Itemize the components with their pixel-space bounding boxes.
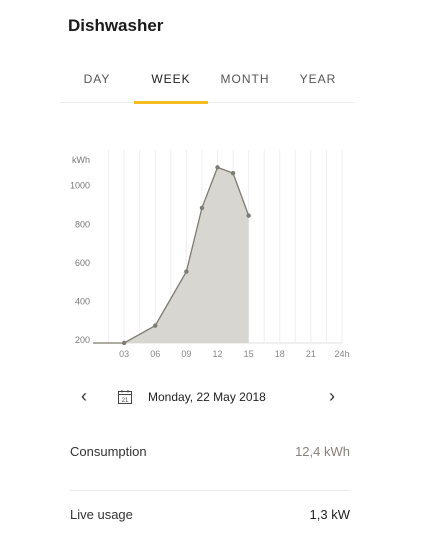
x-tick-label: 12 bbox=[212, 349, 222, 359]
period-tabs: DAY WEEK MONTH YEAR bbox=[60, 72, 355, 104]
x-tick-label: 15 bbox=[244, 349, 254, 359]
consumption-value: 12,4 kWh bbox=[295, 444, 350, 459]
x-tick-label: 18 bbox=[275, 349, 285, 359]
data-point bbox=[184, 269, 189, 274]
divider bbox=[70, 490, 350, 491]
data-point bbox=[121, 340, 127, 346]
tab-label: WEEK bbox=[151, 72, 191, 86]
page-title: Dishwasher bbox=[68, 16, 164, 35]
x-tick-label: 24h bbox=[334, 349, 349, 359]
date-label: Monday, 22 May 2018 bbox=[148, 390, 266, 404]
data-point bbox=[215, 165, 220, 170]
consumption-label: Consumption bbox=[70, 444, 147, 459]
y-tick-label: 400 bbox=[75, 297, 90, 307]
live-usage-label: Live usage bbox=[70, 507, 133, 522]
x-tick-label: 03 bbox=[119, 349, 129, 359]
y-tick-label: 1000 bbox=[70, 181, 90, 191]
tab-week[interactable]: WEEK bbox=[134, 72, 208, 104]
data-point bbox=[246, 213, 251, 218]
tab-month[interactable]: MONTH bbox=[208, 72, 282, 102]
consumption-chart: 200 400 600 800 1000 kWh 03 06 09 12 15 18 21 24h bbox=[70, 150, 350, 359]
tab-day[interactable]: DAY bbox=[60, 72, 134, 102]
tab-label: DAY bbox=[83, 72, 111, 86]
chevron-left-icon[interactable]: ‹ bbox=[81, 386, 87, 406]
y-tick-label: 600 bbox=[75, 258, 90, 268]
x-tick-label: 06 bbox=[150, 349, 160, 359]
live-usage-row: Live usage 1,3 kW bbox=[70, 507, 350, 527]
calendar-icon[interactable]: 21 bbox=[118, 390, 132, 404]
y-unit-label: kWh bbox=[72, 155, 90, 165]
data-point bbox=[230, 170, 236, 176]
data-point bbox=[153, 323, 158, 328]
calendar-day: 21 bbox=[122, 398, 129, 404]
y-tick-label: 200 bbox=[75, 335, 90, 345]
series-area bbox=[93, 167, 249, 343]
live-usage-value: 1,3 kW bbox=[309, 507, 350, 522]
date-navigator: ‹ 21 Monday, 22 May 2018 › bbox=[70, 386, 350, 408]
tab-label: MONTH bbox=[220, 72, 270, 86]
x-tick-label: 21 bbox=[306, 349, 316, 359]
tab-year[interactable]: YEAR bbox=[281, 72, 355, 102]
x-tick-label: 09 bbox=[181, 349, 191, 359]
data-point bbox=[199, 205, 205, 211]
tab-label: YEAR bbox=[299, 72, 337, 86]
consumption-row: Consumption 12,4 kWh bbox=[70, 444, 350, 464]
series-line bbox=[93, 166, 250, 344]
y-tick-label: 800 bbox=[75, 219, 90, 229]
chevron-right-icon[interactable]: › bbox=[329, 386, 335, 406]
